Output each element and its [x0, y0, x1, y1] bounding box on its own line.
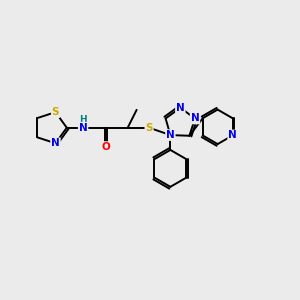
Text: N: N: [228, 130, 237, 140]
Text: N: N: [190, 113, 200, 124]
Text: S: S: [52, 107, 59, 117]
Text: S: S: [146, 123, 153, 133]
Text: N: N: [51, 138, 60, 148]
Text: N: N: [176, 103, 185, 113]
Text: N: N: [79, 123, 88, 133]
Text: H: H: [79, 115, 87, 124]
Text: N: N: [166, 130, 175, 140]
Text: O: O: [101, 142, 110, 152]
